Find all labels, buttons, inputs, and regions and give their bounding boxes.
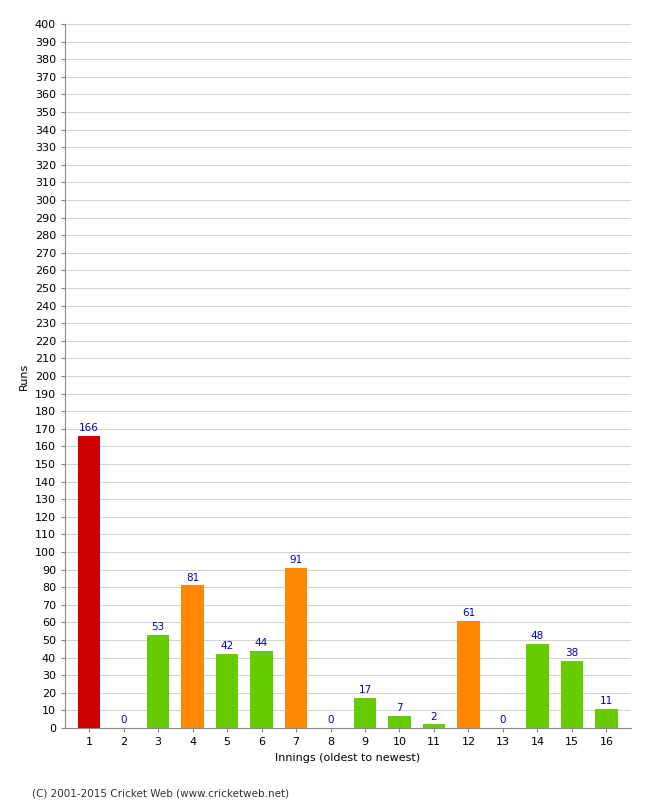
Bar [422,725,445,728]
Text: 11: 11 [600,696,613,706]
Text: 91: 91 [289,555,303,565]
Bar [78,436,100,728]
Text: 44: 44 [255,638,268,648]
Text: (C) 2001-2015 Cricket Web (www.cricketweb.net): (C) 2001-2015 Cricket Web (www.cricketwe… [32,788,290,798]
Bar [147,634,169,728]
Bar [354,698,376,728]
Text: 38: 38 [566,649,578,658]
Text: 53: 53 [151,622,164,632]
Bar [285,568,307,728]
Text: 81: 81 [186,573,199,582]
Text: 0: 0 [500,715,506,726]
Bar [216,654,239,728]
Bar [561,661,583,728]
Bar [250,650,273,728]
Bar [457,621,480,728]
Text: 42: 42 [220,642,234,651]
Text: 166: 166 [79,423,99,434]
Text: 0: 0 [120,715,127,726]
Text: 7: 7 [396,703,403,713]
Text: 48: 48 [531,631,544,641]
Bar [181,586,204,728]
Text: 17: 17 [358,686,372,695]
Bar [388,716,411,728]
Text: 0: 0 [327,715,333,726]
Text: 2: 2 [431,712,437,722]
Bar [595,709,617,728]
Text: 61: 61 [462,608,475,618]
X-axis label: Innings (oldest to newest): Innings (oldest to newest) [275,753,421,762]
Y-axis label: Runs: Runs [19,362,29,390]
Bar [526,643,549,728]
